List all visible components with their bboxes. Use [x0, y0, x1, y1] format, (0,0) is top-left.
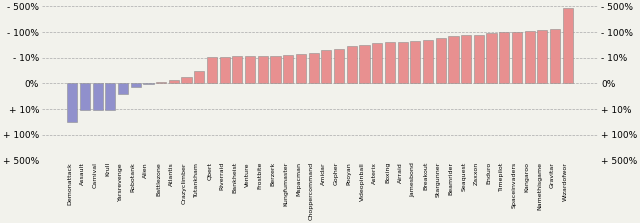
Bar: [461, 35, 471, 83]
Bar: [245, 56, 255, 83]
Bar: [296, 54, 306, 83]
Bar: [232, 56, 243, 83]
Bar: [525, 31, 535, 83]
Bar: [334, 49, 344, 83]
Bar: [538, 30, 547, 83]
Bar: [486, 33, 497, 83]
Bar: [182, 77, 191, 83]
Bar: [321, 50, 332, 83]
Bar: [308, 53, 319, 83]
Bar: [156, 82, 166, 83]
Bar: [220, 57, 230, 83]
Bar: [93, 83, 102, 110]
Bar: [67, 83, 77, 122]
Bar: [118, 83, 128, 94]
Bar: [169, 80, 179, 83]
Bar: [360, 45, 369, 83]
Bar: [194, 71, 204, 83]
Bar: [550, 29, 560, 83]
Bar: [347, 46, 357, 83]
Bar: [258, 56, 268, 83]
Bar: [131, 83, 141, 87]
Bar: [271, 56, 280, 83]
Bar: [80, 83, 90, 110]
Bar: [372, 43, 382, 83]
Bar: [385, 42, 395, 83]
Bar: [105, 83, 115, 109]
Bar: [449, 36, 458, 83]
Bar: [474, 35, 484, 83]
Bar: [563, 8, 573, 83]
Bar: [436, 38, 446, 83]
Bar: [143, 83, 154, 84]
Bar: [512, 31, 522, 83]
Bar: [207, 57, 217, 83]
Bar: [423, 40, 433, 83]
Bar: [499, 32, 509, 83]
Bar: [283, 55, 293, 83]
Bar: [410, 41, 420, 83]
Bar: [397, 42, 408, 83]
